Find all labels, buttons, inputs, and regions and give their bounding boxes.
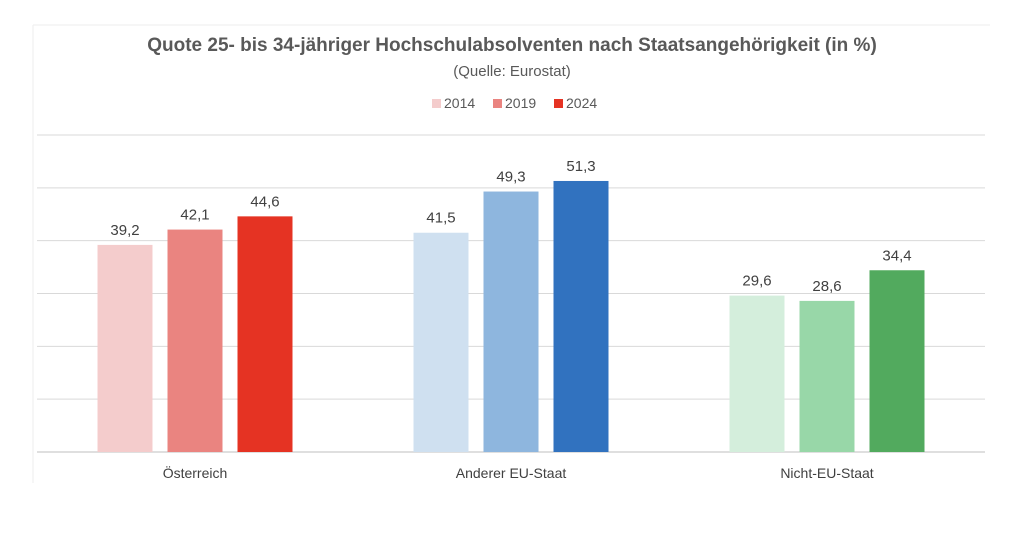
bar-Nicht-EU-Staat-2024: [869, 270, 925, 452]
data-label-Österreich-2019: 42,1: [180, 207, 209, 224]
bar-Österreich-2024: [237, 216, 293, 452]
data-label-Anderer EU-Staat-2024: 51,3: [566, 158, 595, 175]
category-label: Österreich: [163, 464, 228, 481]
chart-subtitle: (Quelle: Eurostat): [453, 63, 571, 80]
legend-swatch-2024: [554, 99, 563, 108]
legend-label-2019: 2019: [505, 95, 536, 111]
bar-Österreich-2019: [167, 229, 223, 452]
bars: [97, 180, 925, 452]
legend: 2014 2019 2024: [432, 95, 597, 111]
data-labels: 39,2 42,1 44,6 41,5 49,3 51,3 29,6 28,6 34,4: [110, 158, 911, 295]
legend-label-2014: 2014: [444, 95, 475, 111]
category-label: Anderer EU-Staat: [456, 465, 567, 481]
bar-Österreich-2014: [97, 244, 153, 452]
chart-title: Quote 25- bis 34-jähriger Hochschulabsol…: [147, 35, 877, 56]
data-label-Nicht-EU-Staat-2024: 34,4: [882, 247, 911, 264]
bar-Anderer EU-Staat-2014: [413, 232, 469, 452]
data-label-Anderer EU-Staat-2019: 49,3: [496, 169, 525, 186]
data-label-Nicht-EU-Staat-2014: 29,6: [742, 273, 771, 290]
data-label-Anderer EU-Staat-2014: 41,5: [426, 210, 455, 227]
category-labels: Österreich Anderer EU-Staat Nicht-EU-Staat: [163, 464, 874, 481]
data-label-Österreich-2014: 39,2: [110, 222, 139, 239]
bar-Anderer EU-Staat-2024: [553, 180, 609, 452]
bar-Nicht-EU-Staat-2014: [729, 295, 785, 452]
bar-Nicht-EU-Staat-2019: [799, 300, 855, 452]
data-label-Österreich-2024: 44,6: [250, 193, 279, 210]
category-label: Nicht-EU-Staat: [780, 465, 873, 481]
legend-swatch-2014: [432, 99, 441, 108]
legend-label-2024: 2024: [566, 95, 597, 111]
legend-swatch-2019: [493, 99, 502, 108]
bar-Anderer EU-Staat-2019: [483, 191, 539, 452]
data-label-Nicht-EU-Staat-2019: 28,6: [812, 278, 841, 295]
